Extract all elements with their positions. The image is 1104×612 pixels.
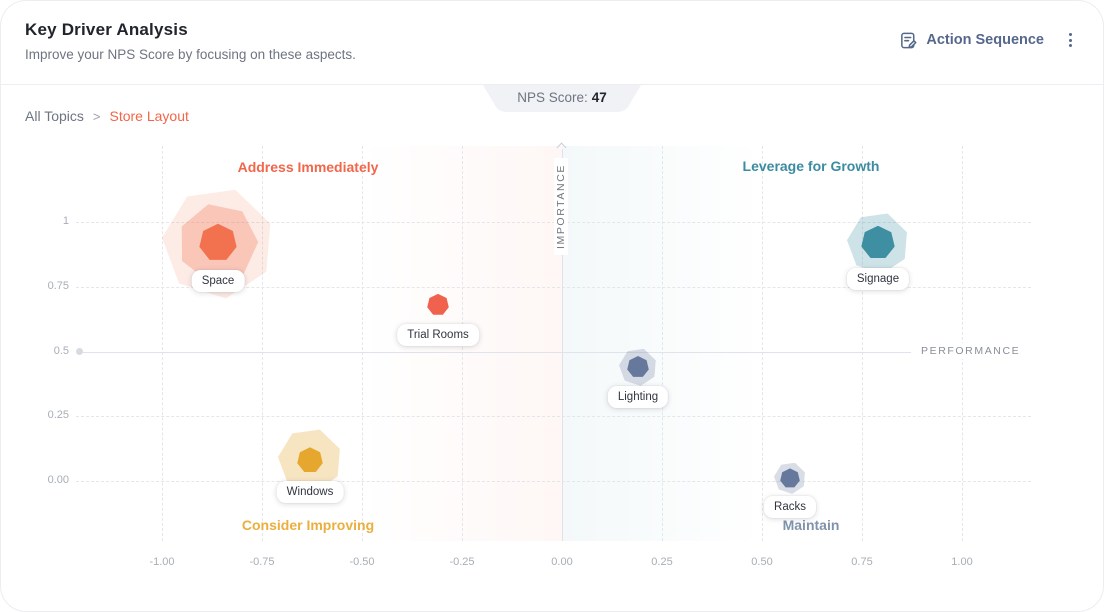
horizontal-gridline (76, 416, 1031, 418)
x-axis-tick-label: -0.75 (249, 556, 275, 568)
vertical-gridline (162, 146, 163, 541)
horizontal-gridline (76, 222, 1031, 223)
x-axis-tick-label: -0.25 (449, 556, 475, 568)
y-axis-tick-label: 0.25 (47, 409, 69, 422)
page-title: Key Driver Analysis (25, 20, 188, 39)
y-axis-tick-label: 0.00 (47, 474, 69, 486)
data-point-racks[interactable] (780, 468, 800, 488)
performance-axis-origin-dot (76, 348, 83, 355)
x-axis-tick-label: 0.75 (851, 556, 873, 568)
header-divider (1, 84, 1103, 85)
edit-document-icon (899, 31, 918, 50)
x-axis-tick-label: 1.00 (951, 556, 973, 568)
vertical-gridline (362, 146, 363, 541)
header-actions: Action Sequence (899, 29, 1079, 51)
breadcrumb: All Topics > Store Layout (25, 108, 189, 124)
y-axis-tick-label: 1 (62, 215, 69, 227)
x-axis-tick-label: -1.00 (149, 556, 175, 568)
quadrant-label-maintain: Maintain (782, 517, 840, 533)
nps-badge-text: NPS Score: 47 (483, 85, 641, 111)
x-axis-tick-label: -0.50 (349, 556, 375, 568)
y-axis-tick-label: 0.75 (47, 279, 69, 292)
action-sequence-label: Action Sequence (926, 32, 1044, 48)
up-arrow-icon (556, 142, 567, 153)
nps-badge-shape (483, 85, 641, 112)
y-axis-tick-label: 0.5 (53, 344, 69, 357)
page-subtitle: Improve your NPS Score by focusing on th… (25, 47, 356, 62)
kebab-dot (1069, 38, 1072, 42)
data-point-trial-rooms[interactable] (427, 293, 449, 315)
nps-score-badge: NPS Score: 47 (483, 85, 641, 113)
nps-score-label: NPS Score: (517, 90, 588, 105)
vertical-gridline (862, 146, 863, 541)
action-sequence-button[interactable]: Action Sequence (899, 31, 1044, 50)
point-label-windows: Windows (276, 481, 344, 504)
kebab-menu-button[interactable] (1062, 29, 1079, 51)
breadcrumb-current-store-layout[interactable]: Store Layout (109, 108, 189, 124)
performance-axis-line (83, 351, 911, 353)
importance-axis-line (561, 149, 563, 541)
kebab-dot (1069, 33, 1072, 36)
horizontal-gridline (76, 481, 1031, 482)
performance-axis-label: PERFORMANCE (914, 342, 1028, 359)
point-label-lighting: Lighting (607, 386, 669, 409)
point-label-signage: Signage (846, 267, 910, 290)
vertical-gridline (662, 146, 663, 541)
breadcrumb-separator: > (92, 108, 101, 124)
quadrant-label-leverage-for-growth: Leverage for Growth (742, 158, 880, 174)
x-axis-tick-label: 0.50 (751, 556, 773, 568)
importance-axis-label: IMPORTANCE (554, 158, 568, 256)
vertical-gridline (762, 146, 763, 541)
x-axis-tick-label: 0.00 (551, 556, 573, 568)
data-point-lighting[interactable] (627, 356, 649, 377)
breadcrumb-all-topics[interactable]: All Topics (25, 108, 84, 124)
nps-score-value: 47 (591, 90, 607, 105)
horizontal-gridline (76, 286, 1031, 288)
point-label-racks: Racks (764, 496, 816, 519)
point-label-trial-rooms: Trial Rooms (397, 323, 479, 346)
point-label-space: Space (191, 269, 245, 292)
kebab-dot (1069, 44, 1072, 47)
quadrant-label-consider-improving: Consider Improving (241, 517, 375, 533)
quadrant-label-address-immediately: Address Immediately (237, 159, 379, 175)
x-axis-tick-label: 0.25 (651, 556, 673, 568)
vertical-gridline (262, 146, 263, 541)
